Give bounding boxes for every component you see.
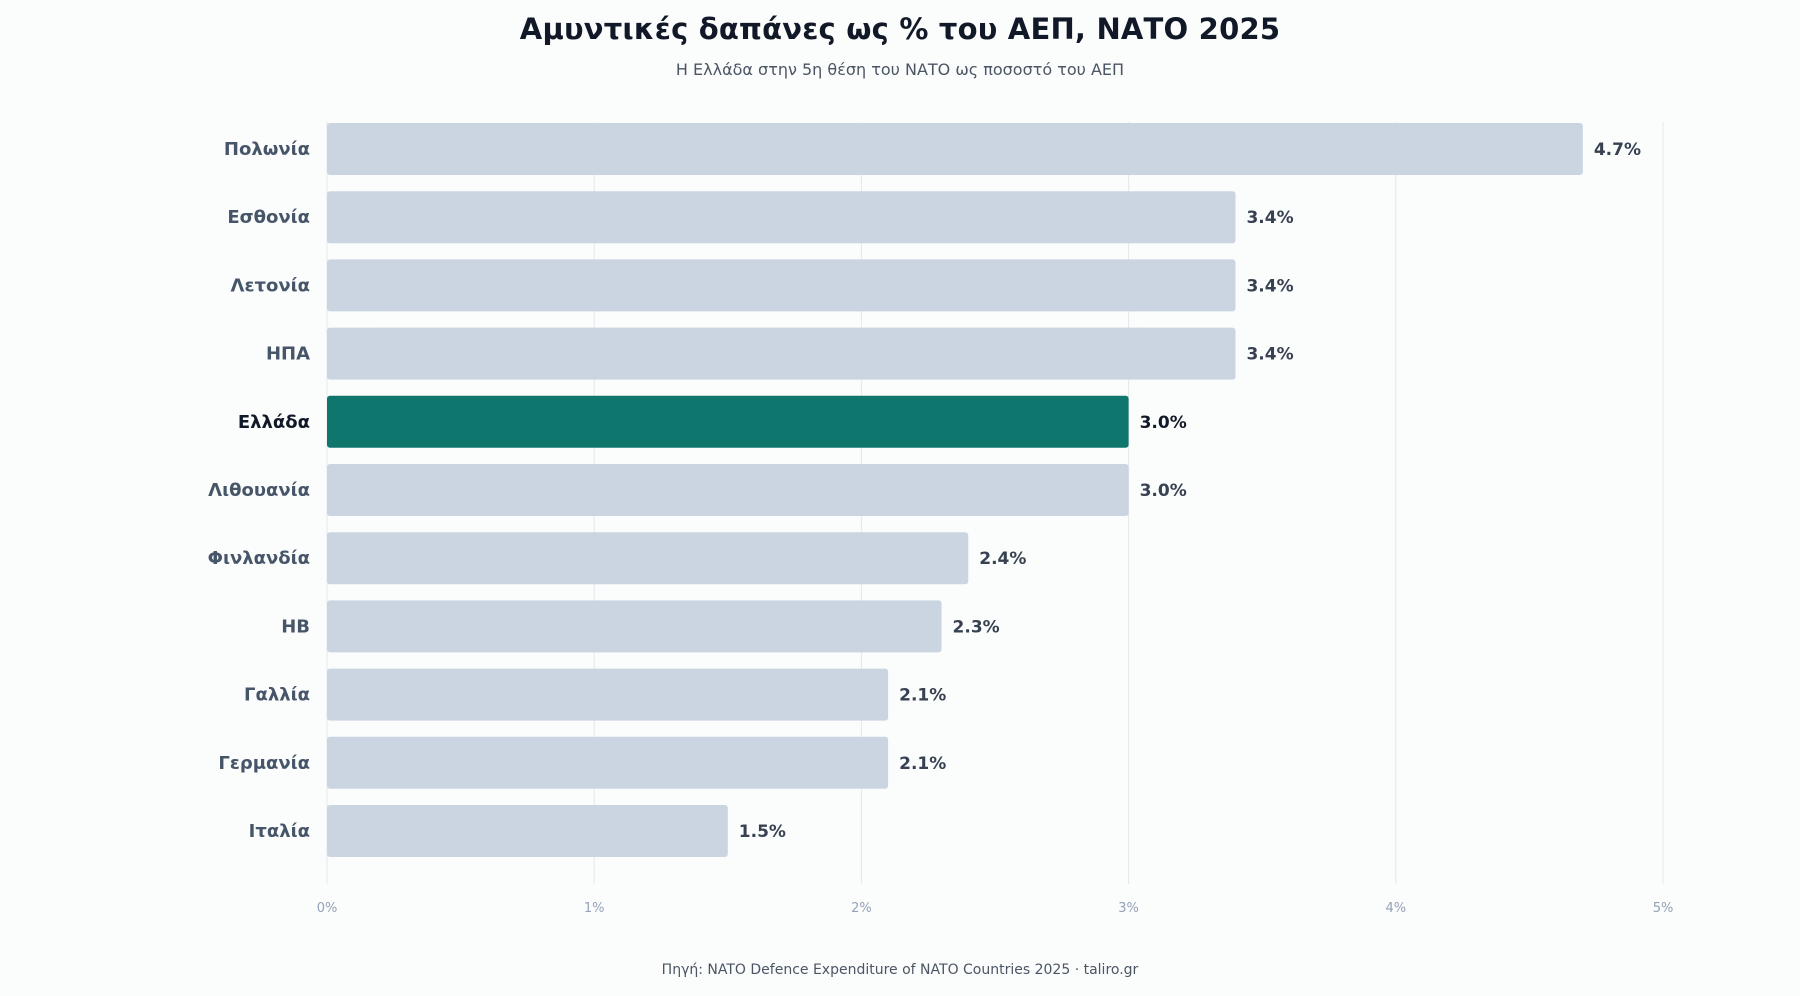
value-label: 2.4% xyxy=(979,549,1026,569)
bar-9 xyxy=(327,668,889,721)
bar-7 xyxy=(327,532,969,585)
category-label: Φινλανδία xyxy=(208,548,310,569)
category-label: Λιθουανία xyxy=(208,480,310,501)
category-label: Γερμανία xyxy=(218,753,310,774)
category-label: Γαλλία xyxy=(244,685,310,706)
value-label: 3.4% xyxy=(1246,208,1293,228)
value-label: 2.1% xyxy=(899,754,946,774)
bar-3 xyxy=(327,259,1236,312)
category-labels: Πολωνία Εσθονία Λετονία ΗΠΑ Ελλάδα Λιθουανία Φ… xyxy=(208,139,310,842)
x-tick-label: 0% xyxy=(317,901,338,916)
value-label: 2.1% xyxy=(899,686,946,706)
value-label: 3.0% xyxy=(1140,481,1187,501)
bar-2 xyxy=(327,191,1236,244)
bar-5 xyxy=(327,395,1129,448)
x-tick-label: 2% xyxy=(851,901,872,916)
value-label: 4.7% xyxy=(1594,140,1641,160)
bar-6 xyxy=(327,464,1129,516)
bar-10 xyxy=(327,736,889,789)
bars xyxy=(327,123,1583,857)
category-label: Ιταλία xyxy=(249,821,310,842)
value-label: 2.3% xyxy=(953,617,1000,637)
chart-title: Αμυντικές δαπάνες ως % του ΑΕΠ, ΝΑΤΟ 202… xyxy=(519,12,1281,46)
x-tick-label: 5% xyxy=(1653,901,1674,916)
category-label: Ελλάδα xyxy=(238,412,310,433)
x-tick-label: 4% xyxy=(1385,901,1406,916)
category-label: ΗΒ xyxy=(281,616,310,637)
value-label: 1.5% xyxy=(739,822,786,842)
bar-11 xyxy=(327,805,728,857)
value-label: 3.4% xyxy=(1246,345,1293,365)
bar-4 xyxy=(327,327,1236,380)
value-label: 3.0% xyxy=(1140,413,1187,433)
x-tick-label: 1% xyxy=(584,901,605,916)
category-label: Λετονία xyxy=(231,275,310,296)
chart-subtitle: Η Ελλάδα στην 5η θέση του ΝΑΤΟ ως ποσοστ… xyxy=(675,60,1125,79)
source-note: Πηγή: NATO Defence Expenditure of NATO C… xyxy=(661,962,1139,978)
value-labels: 4.7% 3.4% 3.4% 3.4% 3.0% 3.0% 2.4% 2.3% 2.1% 2.1%… xyxy=(739,140,1641,842)
bar-8 xyxy=(327,600,942,653)
category-label: ΗΠΑ xyxy=(266,344,310,365)
x-axis-ticks: 0% 1% 2% 3% 4% 5% xyxy=(317,901,1674,916)
bar-1 xyxy=(327,123,1583,175)
category-label: Εσθονία xyxy=(227,207,310,228)
category-label: Πολωνία xyxy=(224,139,310,160)
value-label: 3.4% xyxy=(1246,276,1293,296)
x-tick-label: 3% xyxy=(1118,901,1139,916)
